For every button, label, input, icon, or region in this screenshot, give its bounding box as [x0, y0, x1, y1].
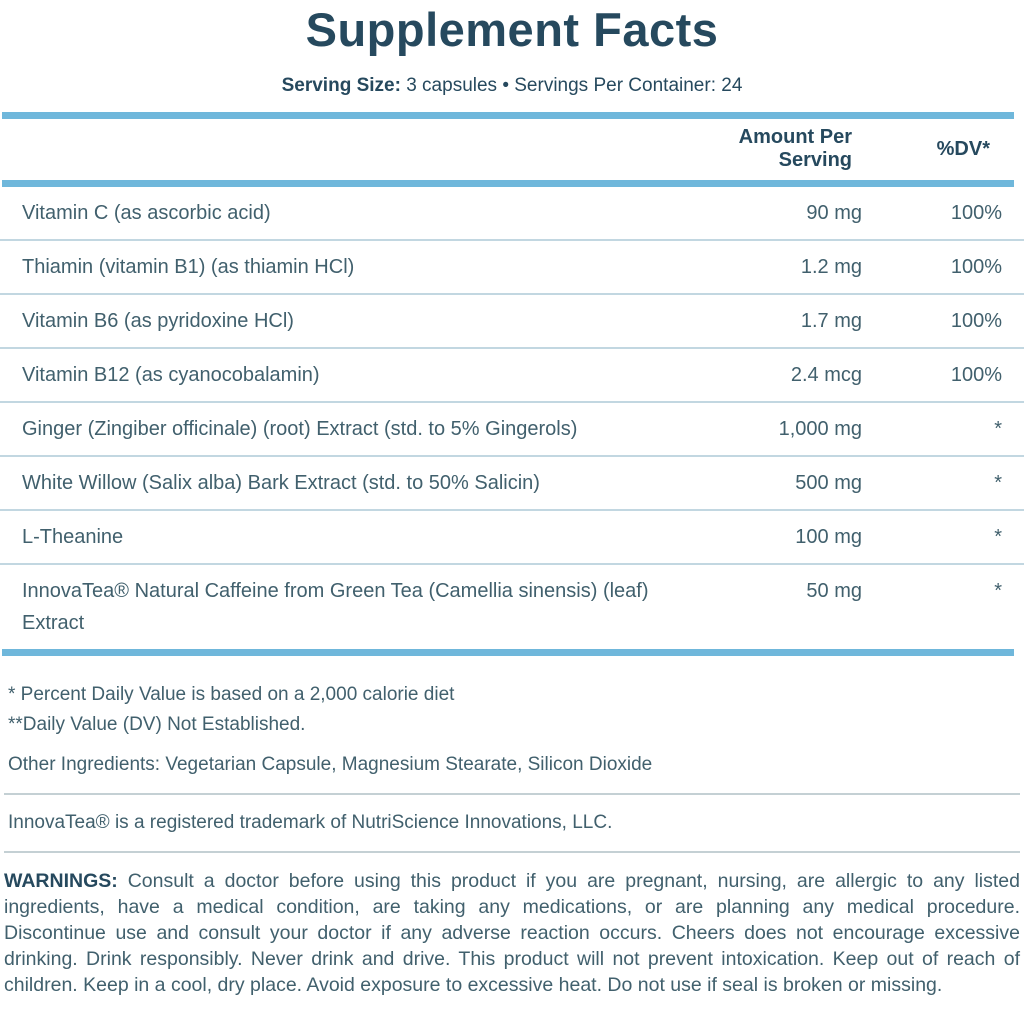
table-row: Ginger (Zingiber officinale) (root) Extr…	[0, 401, 1024, 455]
ingredient-dv: *	[994, 418, 1002, 440]
warnings: WARNINGS: Consult a doctor before using …	[4, 868, 1020, 998]
table-row: InnovaTea® Natural Caffeine from Green T…	[0, 563, 1024, 649]
ingredient-name: Vitamin B12 (as cyanocobalamin)	[22, 364, 320, 386]
ingredient-amount: 50 mg	[806, 580, 862, 602]
ingredient-name: InnovaTea® Natural Caffeine from Green T…	[22, 580, 649, 634]
divider-thick-top	[2, 112, 1014, 119]
ingredient-amount: 1.7 mg	[800, 310, 862, 332]
serving-size-value: 3 capsules • Servings Per Container: 24	[400, 75, 743, 96]
facts-table: Vitamin C (as ascorbic acid) 90 mg 100% …	[0, 187, 1024, 649]
warnings-text: Consult a doctor before using this produ…	[4, 870, 1020, 996]
ingredient-amount: 90 mg	[806, 202, 862, 224]
divider-thin	[4, 793, 1020, 795]
table-row: Vitamin C (as ascorbic acid) 90 mg 100%	[0, 187, 1024, 239]
column-header-amount: Amount Per Serving	[738, 126, 852, 171]
ingredient-name: Vitamin B6 (as pyridoxine HCl)	[22, 310, 294, 332]
ingredient-dv: *	[994, 526, 1002, 548]
ingredient-amount: 1.2 mg	[800, 256, 862, 278]
ingredient-name: Ginger (Zingiber officinale) (root) Extr…	[22, 418, 578, 440]
serving-info: Serving Size: 3 capsules • Servings Per …	[0, 75, 1024, 97]
table-header: Amount Per Serving %DV*	[0, 119, 1024, 180]
table-row: White Willow (Salix alba) Bark Extract (…	[0, 455, 1024, 509]
ingredient-amount: 100 mg	[795, 526, 862, 548]
ingredient-name: L-Theanine	[22, 526, 124, 548]
table-row: Vitamin B12 (as cyanocobalamin) 2.4 mcg …	[0, 347, 1024, 401]
table-row: L-Theanine 100 mg *	[0, 509, 1024, 563]
warnings-label: WARNINGS:	[4, 870, 118, 892]
column-header-dv: %DV*	[936, 137, 990, 160]
ingredient-name: Vitamin C (as ascorbic acid)	[22, 202, 271, 224]
trademark-note: InnovaTea® is a registered trademark of …	[8, 812, 613, 833]
ingredient-dv: *	[994, 472, 1002, 494]
divider-thick-bottom	[2, 649, 1014, 656]
ingredient-dv: *	[994, 580, 1002, 602]
ingredient-dv: 100%	[950, 202, 1002, 224]
footnote-dv-basis: * Percent Daily Value is based on a 2,00…	[8, 684, 455, 705]
other-ingredients: Other Ingredients: Vegetarian Capsule, M…	[8, 754, 653, 775]
footnote-dv-not-established: **Daily Value (DV) Not Established.	[8, 714, 306, 735]
ingredient-amount: 2.4 mcg	[790, 364, 862, 386]
serving-size-label: Serving Size:	[281, 75, 401, 96]
ingredient-amount: 500 mg	[795, 472, 862, 494]
table-row: Thiamin (vitamin B1) (as thiamin HCl) 1.…	[0, 239, 1024, 293]
ingredient-name: White Willow (Salix alba) Bark Extract (…	[22, 472, 540, 494]
ingredient-dv: 100%	[950, 364, 1002, 386]
ingredient-dv: 100%	[950, 310, 1002, 332]
divider-thin	[4, 851, 1020, 853]
divider-thick-header	[2, 180, 1014, 187]
ingredient-amount: 1,000 mg	[778, 418, 862, 440]
footnotes: * Percent Daily Value is based on a 2,00…	[8, 680, 1014, 740]
facts-title: Supplement Facts	[305, 3, 719, 56]
table-row: Vitamin B6 (as pyridoxine HCl) 1.7 mg 10…	[0, 293, 1024, 347]
ingredient-dv: 100%	[950, 256, 1002, 278]
ingredient-name: Thiamin (vitamin B1) (as thiamin HCl)	[22, 256, 355, 278]
